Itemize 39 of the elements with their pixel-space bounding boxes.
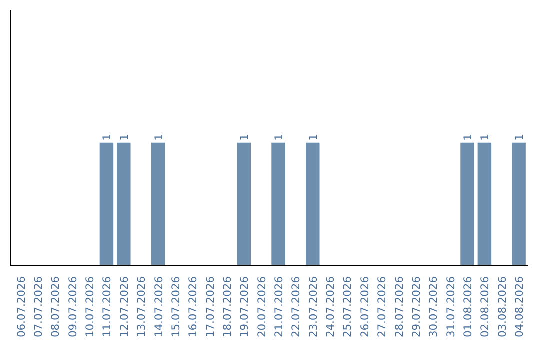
x-tick-label: 18.07.2026	[220, 276, 234, 338]
x-tick-label: 07.07.2026	[32, 276, 45, 338]
x-tick-label: 16.07.2026	[186, 276, 200, 338]
x-tick-label: 25.07.2026	[341, 276, 354, 338]
x-tick-label: 12.07.2026	[118, 276, 131, 338]
x-tick-label: 17.07.2026	[204, 276, 217, 338]
x-tick-label: 26.07.2026	[358, 276, 372, 338]
data-label: 1	[152, 134, 166, 141]
data-label: 1	[238, 134, 252, 141]
x-tick-label: 29.07.2026	[410, 276, 423, 338]
x-tick-label: 01.08.2026	[462, 276, 475, 338]
x-tick-label: 22.07.2026	[290, 276, 303, 338]
x-tick-label: 19.07.2026	[238, 276, 252, 338]
x-tick-label: 04.08.2026	[513, 276, 526, 338]
x-tick-label: 10.07.2026	[84, 276, 97, 338]
data-label: 1	[306, 134, 320, 141]
x-tick-label: 30.07.2026	[427, 276, 440, 338]
x-tick-label: 13.07.2026	[135, 276, 148, 338]
x-tick-label: 02.08.2026	[478, 276, 492, 338]
data-label: 1	[272, 134, 286, 141]
x-tick-label: 06.07.2026	[14, 276, 28, 338]
x-tick-label: 03.08.2026	[496, 276, 509, 338]
x-tick-label: 31.07.2026	[444, 276, 458, 338]
x-tick-label: 09.07.2026	[66, 276, 80, 338]
data-label: 1	[513, 134, 526, 141]
data-label: 1	[478, 134, 492, 141]
x-tick-label: 20.07.2026	[255, 276, 268, 338]
data-label: 1	[118, 134, 131, 141]
data-label: 1	[462, 134, 475, 141]
x-tick-label: 15.07.2026	[169, 276, 182, 338]
x-tick-label: 28.07.2026	[392, 276, 406, 338]
x-tick-label: 14.07.2026	[152, 276, 166, 338]
x-tick-label: 08.07.2026	[49, 276, 62, 338]
x-tick-label: 27.07.2026	[376, 276, 389, 338]
x-tick-label: 11.07.2026	[100, 276, 114, 338]
data-label: 1	[100, 134, 114, 141]
x-tick-label: 21.07.2026	[272, 276, 286, 338]
x-tick-label: 24.07.2026	[324, 276, 338, 338]
x-tick-label: 23.07.2026	[306, 276, 320, 338]
